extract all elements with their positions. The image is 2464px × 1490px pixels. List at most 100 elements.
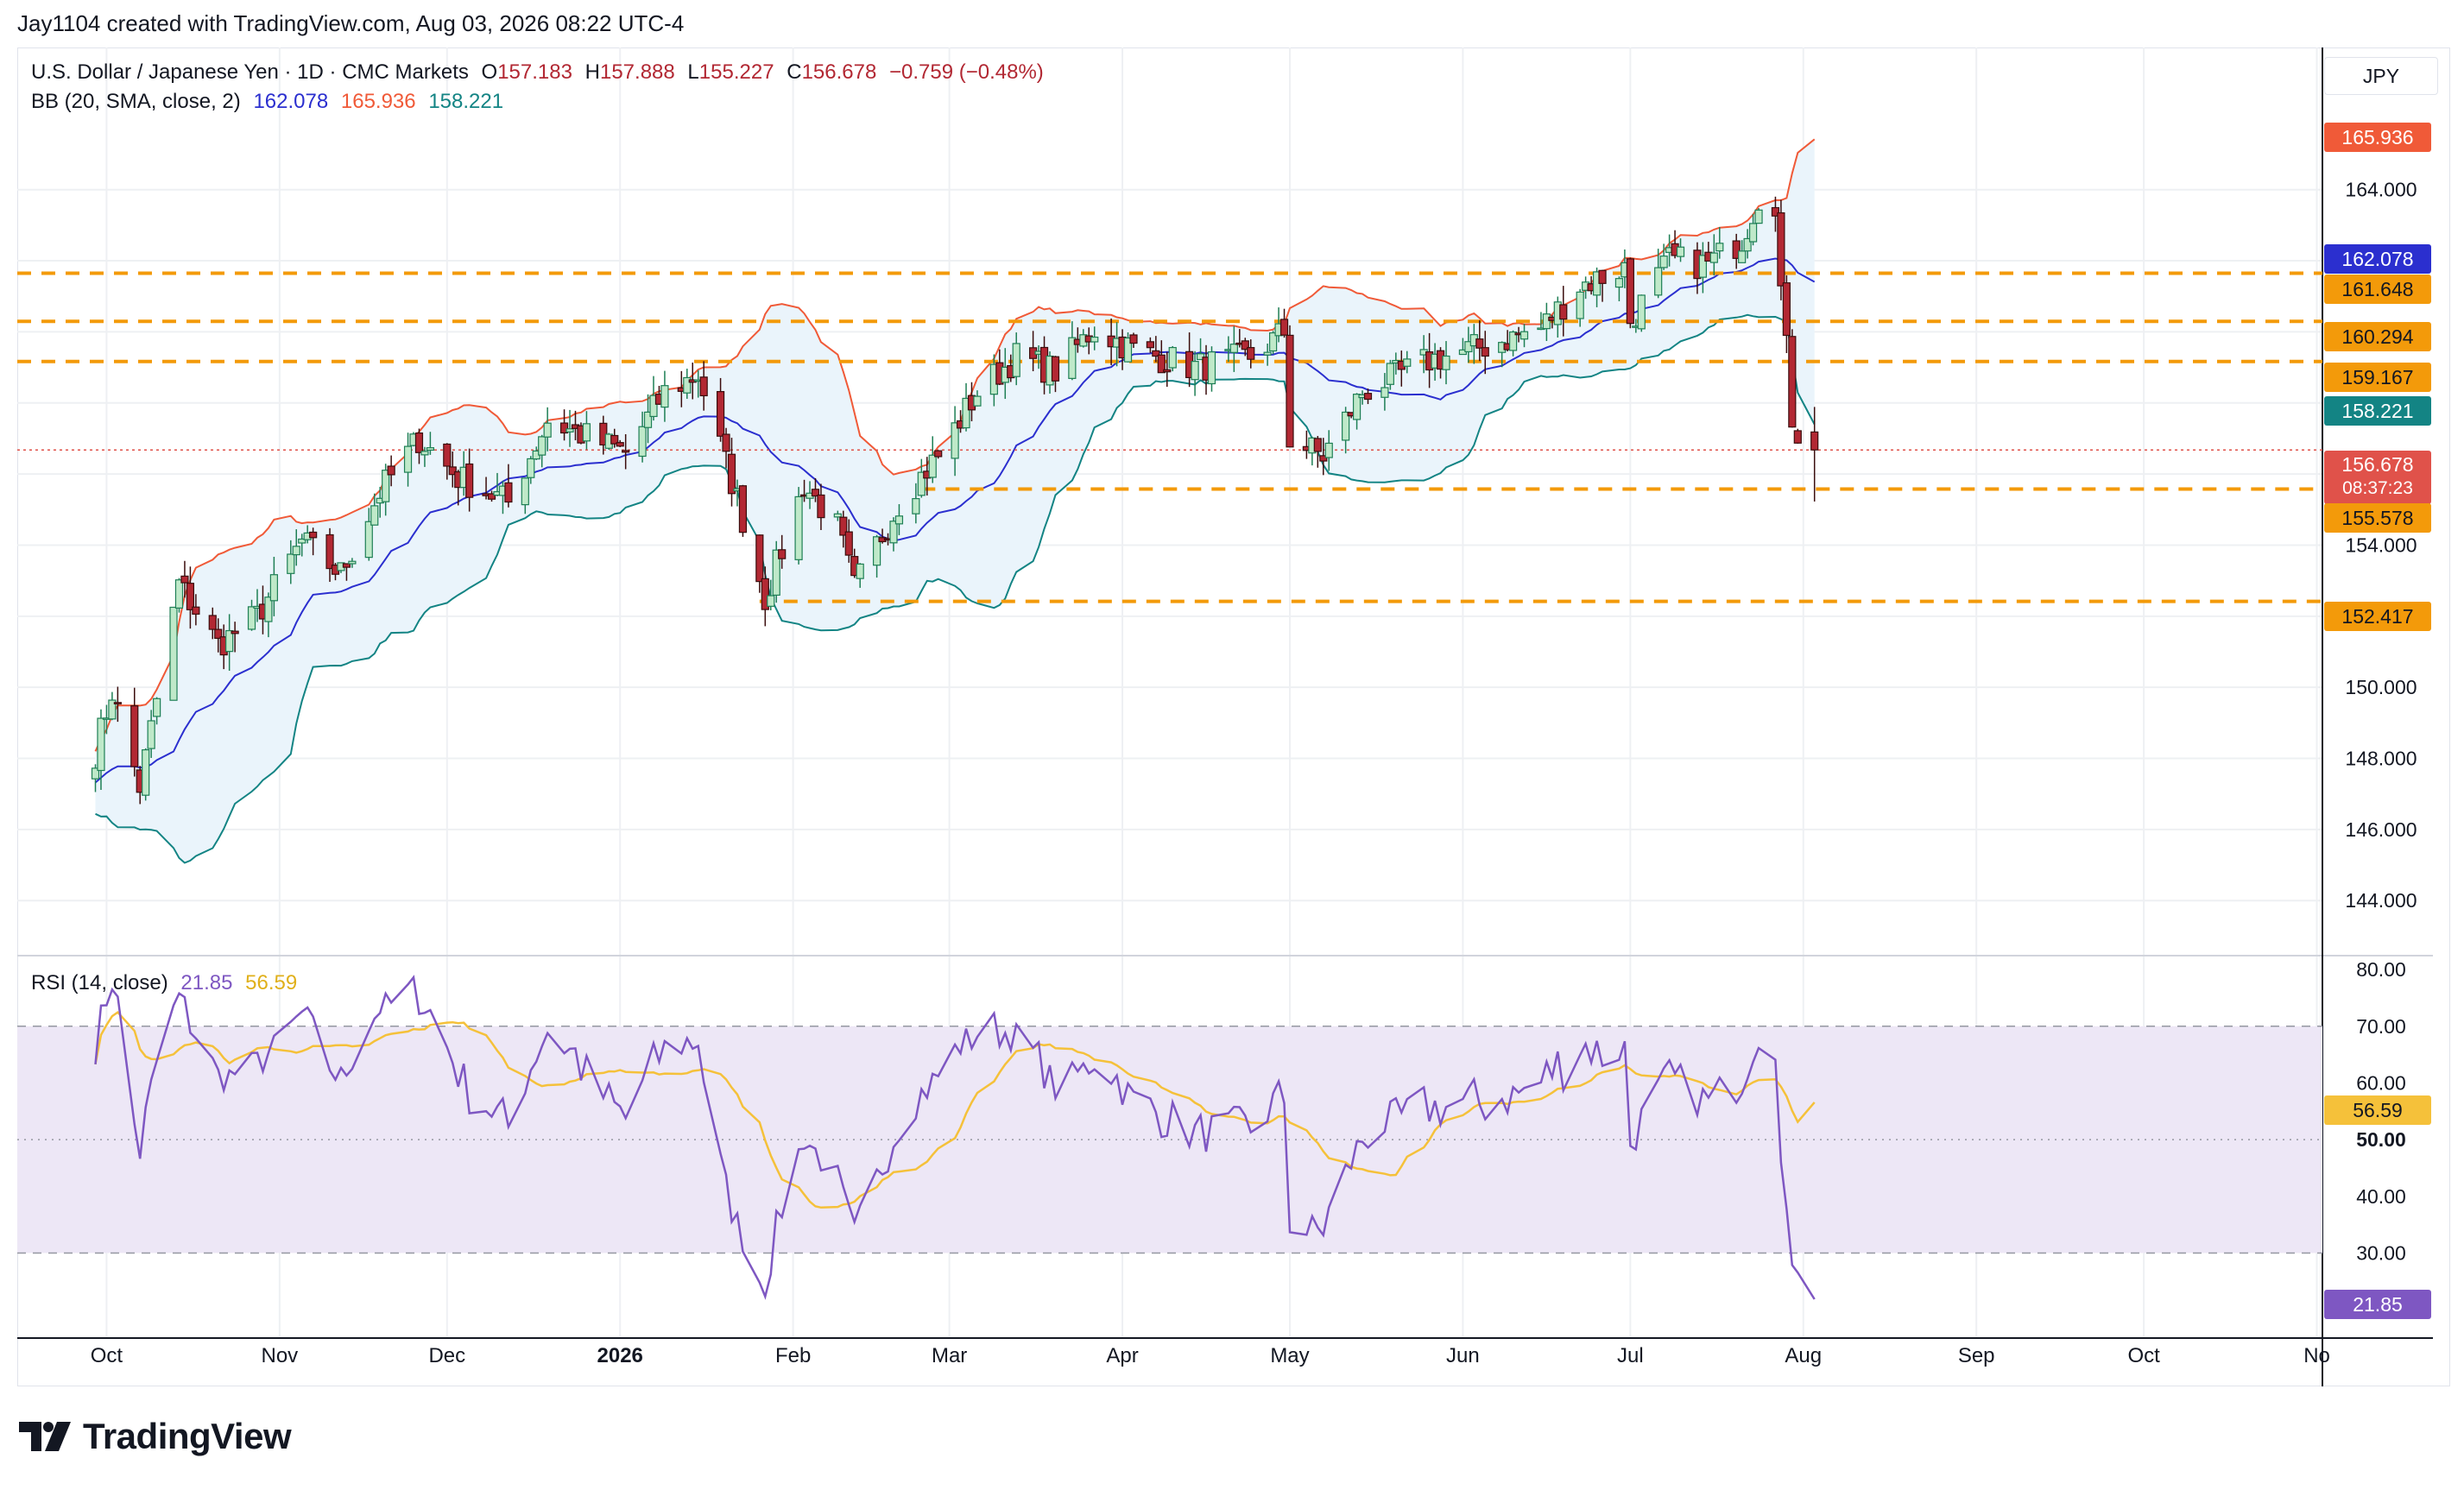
price-tag-level-4: 155.578 xyxy=(2324,503,2431,533)
candle-body xyxy=(130,705,139,767)
candle-body xyxy=(504,482,513,503)
candle-body xyxy=(1207,351,1216,385)
candle-body xyxy=(894,515,904,525)
rsi-tick-label: 60.00 xyxy=(2356,1071,2406,1094)
price-tag-last: 156.678 08:37:23 xyxy=(2324,451,2431,504)
candle-body xyxy=(928,454,937,478)
candle-body xyxy=(755,534,764,583)
candle-body xyxy=(1342,411,1350,441)
candle-body xyxy=(420,451,429,456)
rsi-tick-label: 40.00 xyxy=(2356,1185,2406,1208)
candle-body xyxy=(912,497,920,515)
candle-body xyxy=(1286,334,1294,448)
ohlc-low: L155.227 xyxy=(687,60,774,84)
bb-label: BB (20, SMA, close, 2) xyxy=(31,90,241,113)
candle-body xyxy=(180,575,189,584)
rsi-label: RSI (14, close) xyxy=(31,971,168,994)
time-tick-label: No xyxy=(2303,1344,2330,1367)
candle-body xyxy=(208,615,217,630)
candle-body xyxy=(934,450,943,458)
candle-body xyxy=(1051,356,1060,382)
tradingview-logo-icon xyxy=(19,1422,71,1451)
price-tag-level-3: 159.167 xyxy=(2324,363,2431,392)
candle-body xyxy=(426,447,435,451)
time-tick-label: Mar xyxy=(932,1344,967,1367)
candle-body xyxy=(811,489,820,497)
rsi-tick-label: 30.00 xyxy=(2356,1241,2406,1264)
candle-body xyxy=(1659,256,1668,268)
rsi-pane xyxy=(17,975,2322,1300)
candle-body xyxy=(1481,347,1489,357)
chart-credit: Jay1104 created with TradingView.com, Au… xyxy=(17,10,685,36)
candle-body xyxy=(153,698,161,717)
rsi-value: 21.85 xyxy=(180,971,233,994)
price-tick-label: 148.000 xyxy=(2345,748,2417,770)
candle-body xyxy=(521,477,529,506)
candle-body xyxy=(1386,363,1394,385)
price-tag-level-5: 152.417 xyxy=(2324,602,2431,631)
candle-body xyxy=(1654,267,1663,296)
price-tag-bb-lower: 158.221 xyxy=(2324,396,2431,426)
ohlc-high: H157.888 xyxy=(584,60,675,84)
candle-body xyxy=(1475,338,1484,349)
rsi-tick-label: 50.00 xyxy=(2356,1128,2406,1151)
candle-body xyxy=(543,422,552,438)
candle-body xyxy=(403,445,413,473)
candle-body xyxy=(582,423,591,442)
candle-body xyxy=(1196,353,1205,361)
bb-legend: BB (20, SMA, close, 2) 162.078 165.936 1… xyxy=(31,90,510,114)
candle-body xyxy=(1777,212,1785,287)
candle-body xyxy=(794,496,803,560)
candle-body xyxy=(817,494,825,519)
bb-basis-line xyxy=(94,257,1816,784)
price-pane xyxy=(17,138,2322,864)
currency-selector[interactable]: JPY xyxy=(2324,57,2438,95)
candle-body xyxy=(638,426,647,458)
candle-body xyxy=(342,563,351,568)
candle-body xyxy=(1163,369,1172,373)
candle-body xyxy=(722,433,730,452)
candle-body xyxy=(1191,361,1199,381)
candle-body xyxy=(767,595,775,607)
candle-body xyxy=(1542,313,1551,330)
tradingview-logo[interactable]: TradingView xyxy=(19,1416,292,1457)
candle-body xyxy=(1068,337,1077,379)
candle-body xyxy=(414,432,424,453)
candle-body xyxy=(387,465,395,476)
candle-body xyxy=(1508,331,1518,351)
symbol-name: U.S. Dollar / Japanese Yen · 1D · CMC Ma… xyxy=(31,60,469,84)
candle-body xyxy=(649,395,658,418)
rsi-tick-label: 70.00 xyxy=(2356,1015,2406,1038)
last-price-value: 156.678 xyxy=(2341,453,2414,476)
candle-body xyxy=(364,521,373,559)
candle-body xyxy=(683,376,692,394)
candle-body xyxy=(1241,340,1249,350)
rsi-tick-label: 80.00 xyxy=(2356,958,2406,981)
bb-basis-value: 162.078 xyxy=(253,90,329,113)
candle-body xyxy=(97,717,105,772)
price-tick-label: 144.000 xyxy=(2345,889,2417,912)
candle-body xyxy=(1519,331,1529,340)
candle-body xyxy=(1123,337,1133,363)
candle-body xyxy=(761,578,769,610)
candle-body xyxy=(1743,237,1752,252)
candle-body xyxy=(622,450,630,453)
candle-body xyxy=(1168,346,1177,369)
rsi-ma-value: 56.59 xyxy=(245,971,298,994)
time-tick-label: Sep xyxy=(1958,1344,1995,1367)
candle-body xyxy=(108,699,117,720)
candle-body xyxy=(247,606,256,630)
candle-body xyxy=(1559,304,1568,320)
candle-body xyxy=(309,531,318,539)
candle-body xyxy=(370,505,379,526)
candle-body xyxy=(287,553,295,574)
candle-body xyxy=(833,513,842,518)
candle-body xyxy=(443,443,452,467)
candle-body xyxy=(147,720,155,749)
symbol-legend: U.S. Dollar / Japanese Yen · 1D · CMC Ma… xyxy=(31,60,1051,85)
candle-body xyxy=(616,442,624,447)
time-tick-label: Apr xyxy=(1106,1344,1138,1367)
price-tag-level-1: 161.648 xyxy=(2324,275,2431,304)
candle-body xyxy=(1247,347,1255,360)
